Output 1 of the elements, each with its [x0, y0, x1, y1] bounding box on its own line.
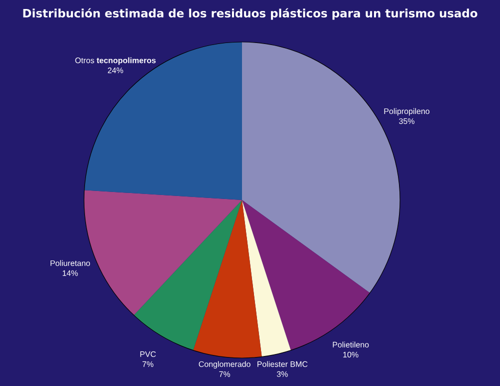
chart-title: Distribución estimada de los residuos plásticos para un turismo usado	[23, 8, 478, 20]
